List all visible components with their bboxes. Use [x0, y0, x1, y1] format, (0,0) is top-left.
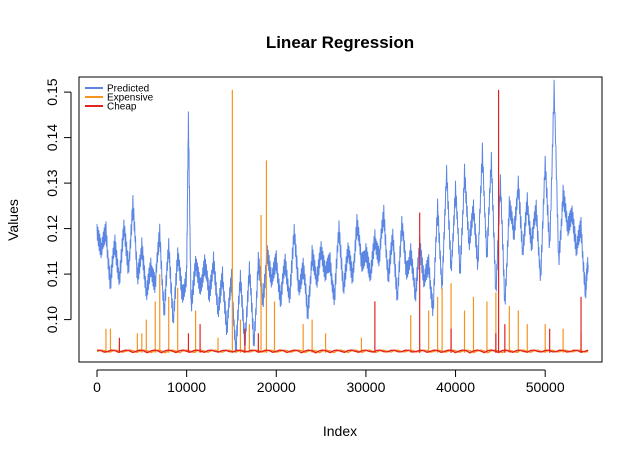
series-line-predicted [96, 79, 589, 353]
x-tick-label: 20000 [257, 379, 296, 395]
y-tick-label: 0.10 [44, 306, 60, 333]
x-axis-label: Index [323, 423, 357, 439]
x-tick-label: 10000 [167, 379, 206, 395]
plot-frame [78, 76, 603, 363]
y-tick-label: 0.12 [44, 215, 60, 242]
x-tick-label: 0 [93, 379, 101, 395]
legend-label-expensive: Expensive [107, 93, 154, 104]
series-baseline-cheap [96, 349, 589, 354]
legend-label-predicted: Predicted [107, 84, 149, 95]
plot-area: 0 10000 20000 30000 40000 50000 0.10 0.11 0.12 0.… [44, 76, 603, 395]
legend-label-cheap: Cheap [107, 102, 137, 113]
y-tick-label: 0.13 [44, 169, 60, 196]
y-tick-label: 0.14 [44, 124, 60, 151]
x-tick-label: 40000 [436, 379, 475, 395]
x-tick-label: 50000 [526, 379, 565, 395]
y-axis-label: Values [5, 199, 21, 241]
x-tick-label: 30000 [346, 379, 385, 395]
chart-title: Linear Regression [266, 33, 414, 52]
series-group [96, 79, 589, 354]
y-tick-label: 0.11 [44, 261, 60, 287]
y-tick-label: 0.15 [44, 78, 60, 105]
